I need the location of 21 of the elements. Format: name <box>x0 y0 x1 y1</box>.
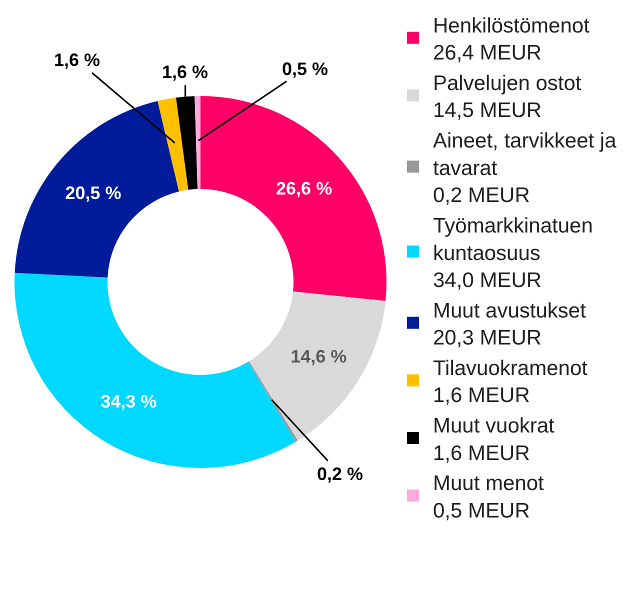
data-label: 0,2 % <box>317 464 364 484</box>
legend-label: Palvelujen ostot 14,5 MEUR <box>433 72 582 122</box>
data-label: 14,6 % <box>290 346 347 366</box>
donut-slice <box>194 96 200 190</box>
legend-label: Aineet, tarvikkeet ja tavarat 0,2 MEUR <box>433 130 617 208</box>
legend-label: Henkilöstömenot 26,4 MEUR <box>433 14 590 65</box>
data-label: 20,5 % <box>65 182 122 203</box>
data-label: 1,6 % <box>54 50 100 70</box>
legend-label: Muut avustukset 20,3 MEUR <box>433 299 586 350</box>
legend-label: Muut vuokrat 1,6 MEUR <box>433 414 555 465</box>
donut-slice <box>14 101 180 278</box>
legend-label: Työmarkkinatuen kuntaosuus 34,0 MEUR <box>433 214 593 292</box>
donut-slice <box>200 96 386 301</box>
donut-slice <box>158 98 188 192</box>
legend-label: Muut menot 0,5 MEUR <box>433 472 544 522</box>
legend-label: Tilavuokramenot 1,6 MEUR <box>433 356 588 408</box>
data-label: 34,3 % <box>100 392 157 412</box>
data-label: 0,5 % <box>282 59 328 79</box>
data-label: 1,6 % <box>162 62 208 82</box>
donut-slice <box>249 291 386 441</box>
data-label: 26,6 % <box>276 178 332 199</box>
